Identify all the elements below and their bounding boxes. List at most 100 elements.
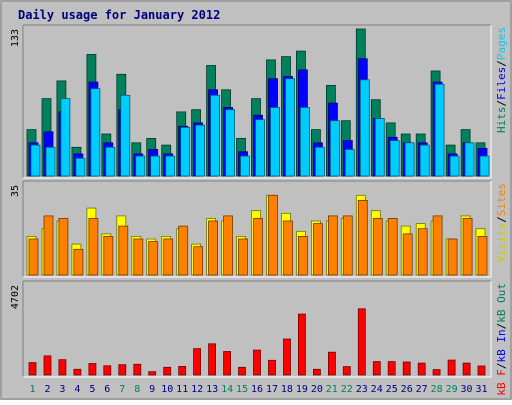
panel-bottom-label-part-1: / [495,363,508,370]
x-tick-label-day-13: 13 [206,384,218,395]
bar-kb-f-day-24 [372,361,381,376]
bar-pages-day-18 [285,78,295,177]
bar-pages-day-7 [120,94,131,177]
bar-kb-f-day-15 [238,366,246,376]
x-tick-label-day-22: 22 [341,384,353,395]
bar-sites-day-12 [193,246,204,276]
bar-sites-day-30 [462,217,473,276]
bar-kb-f-day-5 [88,363,97,376]
bar-kb-f-day-30 [462,362,471,376]
bar-kb-f-day-10 [163,366,172,376]
series-pages [30,78,490,177]
x-tick-label-day-7: 7 [119,384,125,395]
bar-pages-day-17 [270,107,280,177]
x-tick-label-day-5: 5 [89,384,95,395]
panel-middle-series-label: Visits/Sites [495,183,508,263]
bar-pages-day-30 [464,142,475,177]
bar-pages-day-23 [359,79,370,177]
x-tick-label-day-17: 17 [266,384,278,395]
x-tick-label-day-19: 19 [296,384,308,395]
series-sites [28,194,488,276]
bar-kb-f-day-7 [118,364,127,376]
bar-kb-f-day-9 [148,371,157,376]
x-tick-label-day-14: 14 [221,384,233,395]
bar-kb-f-day-2 [43,355,52,376]
bar-pages-day-1 [30,144,41,177]
bar-pages-day-15 [240,155,250,177]
x-tick-label-day-8: 8 [134,384,140,395]
bar-pages-day-4 [75,157,86,177]
panel-bottom-ymax-label: 4702 [10,285,21,309]
bar-kb-f-day-18 [283,338,291,376]
bar-sites-day-21 [327,215,338,276]
bar-pages-day-19 [299,107,310,177]
bar-pages-day-26 [404,142,415,177]
panel-top-series-label: Hits/Files/Pages [495,27,508,133]
bar-kb-f-day-23 [357,308,366,376]
bar-kb-f-day-20 [312,368,321,376]
bar-pages-day-14 [225,109,236,177]
bar-kb-f-day-26 [402,361,411,376]
panel-top-label-part-3: / [495,60,508,67]
bar-kb-f-day-11 [178,365,187,376]
bar-kb-f-day-14 [223,351,232,376]
x-tick-label-day-11: 11 [176,384,188,395]
x-tick-label-day-30: 30 [460,384,472,395]
bar-pages-day-22 [344,149,355,177]
bar-kb-f-day-4 [73,368,82,376]
panel-bottom-label-part-4: kB Out [495,283,508,323]
chart-panels: 133Hits/Files/Pages35Visits/Sites4702kB … [10,24,508,396]
bar-sites-day-14 [223,215,234,276]
bar-sites-day-13 [208,220,219,276]
bar-pages-day-24 [374,118,385,177]
bar-sites-day-20 [312,223,323,276]
bar-sites-day-19 [297,235,308,276]
x-tick-label-day-3: 3 [59,384,65,395]
x-tick-label-day-24: 24 [371,384,383,395]
x-tick-label-day-27: 27 [416,384,428,395]
chart-title: Daily usage for January 2012 [18,8,220,22]
bar-pages-day-21 [329,120,340,177]
bar-pages-day-11 [180,127,191,177]
series-kb-f [28,308,486,376]
bar-sites-day-11 [178,225,189,276]
panel-top-label-part-2: Files [495,67,508,100]
panel-top-ymax-label: 133 [10,29,21,47]
bar-pages-day-2 [45,146,56,177]
bar-pages-day-28 [434,83,445,177]
panel-top-label-part-4: Pages [495,27,508,60]
bar-kb-f-day-3 [58,359,67,376]
bar-sites-day-9 [148,241,159,276]
bar-kb-f-day-6 [103,365,112,376]
bar-sites-day-25 [387,217,398,276]
x-tick-label-day-26: 26 [401,384,413,395]
bar-kb-f-day-28 [432,369,441,376]
bar-kb-f-day-27 [417,362,426,376]
bar-sites-day-28 [432,215,443,276]
bar-kb-f-day-25 [387,361,396,376]
bar-sites-day-5 [88,217,99,276]
panel-middle: 35 Visits/Sites [10,180,508,278]
x-tick-label-day-9: 9 [149,384,155,395]
bar-pages-day-31 [479,155,490,177]
x-tick-label-day-20: 20 [311,384,323,395]
bar-sites-day-10 [163,238,174,276]
bar-sites-day-2 [43,215,54,276]
x-tick-label-day-28: 28 [431,384,443,395]
bar-sites-day-1 [28,238,39,276]
x-tick-label-day-23: 23 [356,384,368,395]
bar-pages-day-16 [255,119,265,177]
x-tick-label-day-1: 1 [29,384,35,395]
panel-middle-label-part-1: / [495,216,508,223]
panel-bottom-label-part-3: / [495,323,508,330]
bar-sites-day-16 [253,217,263,276]
bar-sites-day-17 [268,194,278,276]
bar-kb-f-day-19 [297,313,306,376]
bar-pages-day-3 [60,98,71,177]
panel-top: 133 Hits/Files/Pages [10,24,508,179]
bar-pages-day-9 [150,155,161,177]
panel-bottom-label-part-2: kB In [495,329,508,362]
x-tick-label-day-31: 31 [475,384,487,395]
